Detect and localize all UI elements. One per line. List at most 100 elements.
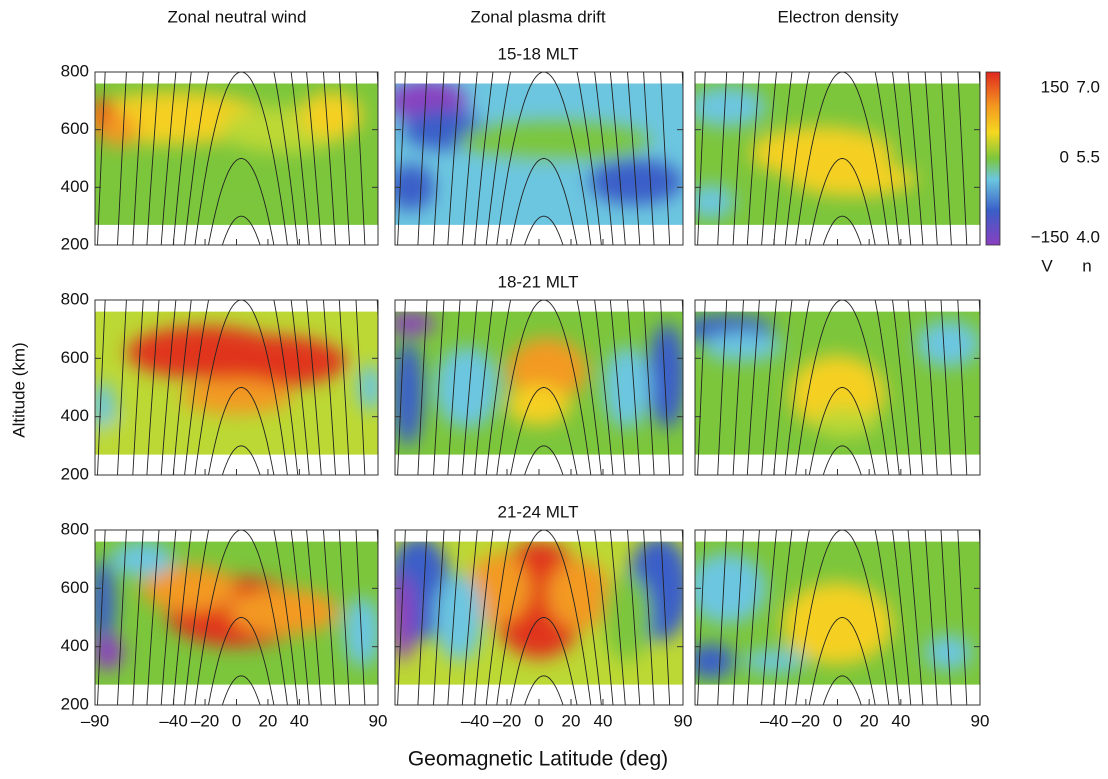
y-tick-label: 800	[61, 61, 89, 80]
field-lines	[397, 530, 683, 705]
field-line	[221, 675, 261, 705]
panel	[694, 299, 981, 476]
field-blob	[507, 384, 571, 426]
field-line	[510, 158, 578, 245]
color-field	[95, 541, 378, 685]
colorbar-wind-label: 0	[1060, 147, 1069, 166]
color-field	[695, 311, 980, 455]
field-blob	[695, 553, 767, 624]
x-tick-label: 40	[891, 711, 910, 730]
field-blob	[343, 597, 378, 668]
panel	[694, 529, 981, 706]
field-blob	[782, 582, 893, 665]
field-line	[221, 215, 261, 245]
field-line	[795, 300, 890, 475]
field-line	[808, 387, 876, 475]
row-title: 18-21 MLT	[498, 272, 579, 291]
field-blob	[357, 364, 378, 411]
field-blob	[435, 346, 499, 429]
panel	[694, 71, 981, 246]
field-blobs	[395, 83, 683, 211]
field-line	[194, 530, 288, 705]
field-blob	[228, 588, 339, 636]
y-tick-label: 200	[61, 464, 89, 483]
field-blob	[435, 573, 483, 662]
x-tick-label: 20	[860, 711, 879, 730]
y-tick-label: 800	[61, 519, 89, 538]
colorbar-density-label: 5.5	[1076, 147, 1100, 166]
x-tick-label: –20	[792, 711, 820, 730]
field-line	[184, 530, 299, 705]
field-lines	[697, 530, 980, 705]
field-blob	[299, 92, 363, 139]
field-line	[496, 300, 592, 475]
field-line	[784, 300, 900, 475]
x-tick-label: 90	[674, 711, 693, 730]
x-tick-label: –90	[81, 711, 109, 730]
column-title: Electron density	[778, 7, 899, 26]
field-blob	[189, 335, 347, 388]
y-axis-label: Altitude (km)	[9, 342, 28, 437]
field-blob	[695, 643, 735, 679]
field-line	[524, 445, 564, 475]
field-line	[485, 300, 602, 475]
field-blob	[603, 346, 651, 429]
colorbar-wind-label: 150	[1041, 77, 1069, 96]
field-blob	[395, 311, 435, 335]
x-tick-label: 0	[534, 711, 543, 730]
field-line	[795, 72, 890, 245]
field-line	[524, 215, 564, 245]
field-blobs	[395, 541, 683, 662]
field-blobs	[695, 86, 980, 220]
x-tick-label: 0	[232, 711, 241, 730]
x-tick-label: –20	[493, 711, 521, 730]
field-blob	[916, 320, 980, 368]
field-blob	[742, 649, 806, 673]
field-blob	[702, 332, 783, 362]
y-tick-label: 600	[61, 119, 89, 138]
field-blob	[507, 337, 587, 403]
field-line	[795, 530, 890, 705]
y-tick-label: 200	[61, 694, 89, 713]
panel	[394, 299, 684, 476]
y-tick-label: 400	[61, 406, 89, 425]
field-blob	[467, 553, 531, 624]
y-tick-label: 200	[61, 234, 89, 253]
field-blob	[790, 161, 917, 196]
field-blob	[142, 565, 237, 612]
field-line	[194, 72, 288, 245]
y-tick-label: 800	[61, 289, 89, 308]
field-line	[221, 445, 261, 475]
field-lines	[97, 300, 378, 475]
field-line	[485, 72, 602, 245]
colorbar-wind-label: −150	[1031, 227, 1069, 246]
x-tick-label: –20	[191, 711, 219, 730]
field-blob	[813, 407, 878, 438]
field-lines	[397, 300, 683, 475]
color-field	[95, 83, 378, 225]
field-blob	[587, 158, 683, 205]
color-field	[395, 311, 683, 455]
field-line	[496, 530, 592, 705]
field-line	[208, 158, 275, 245]
field-lines	[697, 300, 980, 475]
field-line	[184, 72, 299, 245]
field-line	[822, 215, 862, 245]
field-line	[784, 72, 900, 245]
panel	[394, 529, 684, 706]
field-line	[485, 530, 602, 705]
field-lines	[97, 72, 378, 245]
field-line	[510, 617, 578, 705]
field-blob	[95, 559, 116, 647]
y-tick-label: 600	[61, 348, 89, 367]
field-blob	[395, 164, 435, 211]
field-blobs	[95, 541, 378, 670]
column-title: Zonal neutral wind	[168, 7, 307, 26]
y-tick-label: 400	[61, 636, 89, 655]
field-blob	[395, 340, 424, 446]
field-blob	[695, 86, 767, 127]
field-blobs	[95, 92, 378, 225]
row-title: 21-24 MLT	[498, 502, 579, 521]
field-line	[194, 300, 288, 475]
